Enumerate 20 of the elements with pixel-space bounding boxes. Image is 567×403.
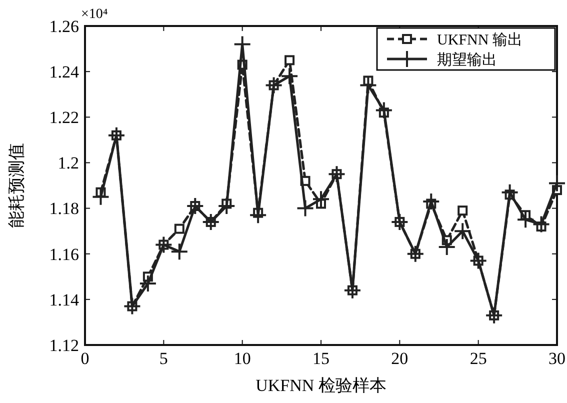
- y-tick-label: 1.2: [58, 154, 79, 173]
- x-tick-label: 30: [548, 349, 566, 368]
- y-tick-label: 1.24: [49, 62, 80, 82]
- x-tick-label: 5: [159, 349, 168, 368]
- text: ×10⁴: [81, 7, 108, 22]
- x-tick-label: 10: [234, 349, 251, 368]
- legend-label: UKFNN 输出: [437, 31, 522, 48]
- legend-label: 期望输出: [437, 51, 497, 68]
- x-tick-label: 15: [312, 349, 330, 368]
- x-tick-label: 20: [391, 349, 408, 368]
- y-tick-label: 1.12: [49, 336, 79, 355]
- y-tick-label: 1.14: [49, 290, 80, 310]
- x-axis-title: UKFNN 检验样本: [256, 376, 386, 395]
- y-tick-label: 1.18: [49, 199, 79, 218]
- x-tick-label: 0: [80, 349, 90, 368]
- y-axis-title: 能耗预测值: [7, 143, 26, 228]
- y-tick-label: 1.26: [49, 16, 79, 36]
- y-tick-label: 1.22: [49, 108, 79, 128]
- y-tick-label: 1.16: [49, 244, 79, 264]
- x-tick-label: 25: [470, 349, 487, 368]
